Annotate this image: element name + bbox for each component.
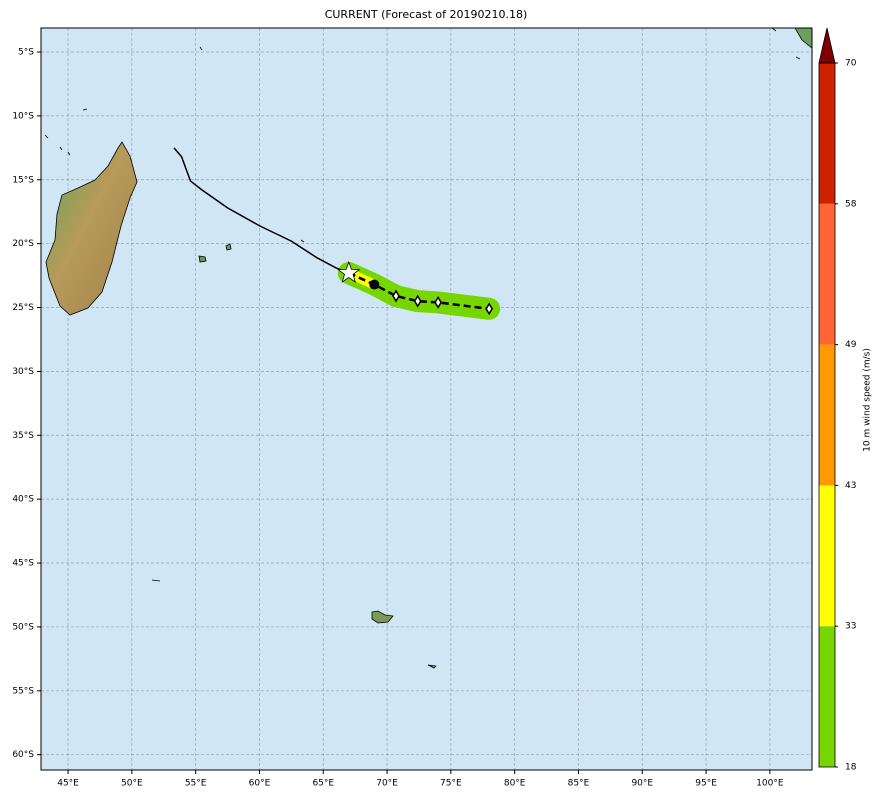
y-tick-label: 20°S bbox=[12, 239, 34, 249]
y-tick-label: 60°S bbox=[12, 750, 34, 760]
land bbox=[44, 27, 813, 669]
colorbar-bin bbox=[819, 203, 835, 345]
y-tick-label: 35°S bbox=[12, 431, 34, 441]
x-tick-label: 85°E bbox=[568, 779, 590, 789]
colorbar-tick-label: 70 bbox=[845, 59, 857, 69]
map-title: CURRENT (Forecast of 20190210.18) bbox=[325, 8, 528, 21]
forecast-point bbox=[485, 302, 494, 316]
x-tick-label: 80°E bbox=[504, 779, 526, 789]
past-track bbox=[173, 147, 350, 274]
x-tick-label: 70°E bbox=[376, 779, 398, 789]
colorbar-bin bbox=[819, 626, 835, 767]
colorbar-label: 10 m wind speed (m/s) bbox=[863, 348, 873, 452]
y-tick-label: 10°S bbox=[12, 111, 34, 121]
map-frame bbox=[40, 27, 813, 771]
x-tick-label: 65°E bbox=[312, 779, 334, 789]
colorbar-bin bbox=[819, 63, 835, 204]
y-tick-label: 5°S bbox=[18, 48, 34, 58]
colorbar-tick-label: 49 bbox=[845, 340, 857, 350]
x-tick-label: 90°E bbox=[631, 779, 653, 789]
current-position bbox=[337, 260, 361, 283]
x-tick-label: 55°E bbox=[185, 779, 207, 789]
x-tick-label: 45°E bbox=[57, 779, 79, 789]
colorbar-bin bbox=[819, 344, 835, 486]
y-tick-label: 55°S bbox=[12, 686, 34, 696]
forecast-point bbox=[434, 295, 442, 309]
x-tick-label: 95°E bbox=[695, 779, 717, 789]
x-tick-label: 60°E bbox=[249, 779, 271, 789]
colorbar-tick-label: 58 bbox=[845, 199, 857, 209]
y-tick-label: 40°S bbox=[12, 495, 34, 505]
colorbar-frame bbox=[818, 62, 836, 768]
forecast-point bbox=[392, 289, 400, 303]
forecast-point bbox=[369, 279, 380, 290]
colorbar-tick-label: 33 bbox=[845, 622, 856, 632]
ocean bbox=[41, 28, 812, 770]
colorbar-extend bbox=[818, 27, 836, 64]
x-tick-label: 100°E bbox=[756, 779, 784, 789]
colorbar-bin bbox=[819, 485, 835, 627]
x-tick-label: 50°E bbox=[121, 779, 143, 789]
y-tick-label: 25°S bbox=[12, 303, 34, 313]
x-tick-label: 75°E bbox=[440, 779, 462, 789]
y-tick-label: 15°S bbox=[12, 175, 34, 185]
colorbar-tick-label: 43 bbox=[845, 481, 856, 491]
y-tick-label: 50°S bbox=[12, 622, 34, 632]
y-tick-label: 30°S bbox=[12, 367, 34, 377]
forecast-point bbox=[413, 294, 422, 308]
y-tick-label: 45°S bbox=[12, 559, 34, 569]
colorbar-tick-label: 18 bbox=[845, 763, 857, 773]
